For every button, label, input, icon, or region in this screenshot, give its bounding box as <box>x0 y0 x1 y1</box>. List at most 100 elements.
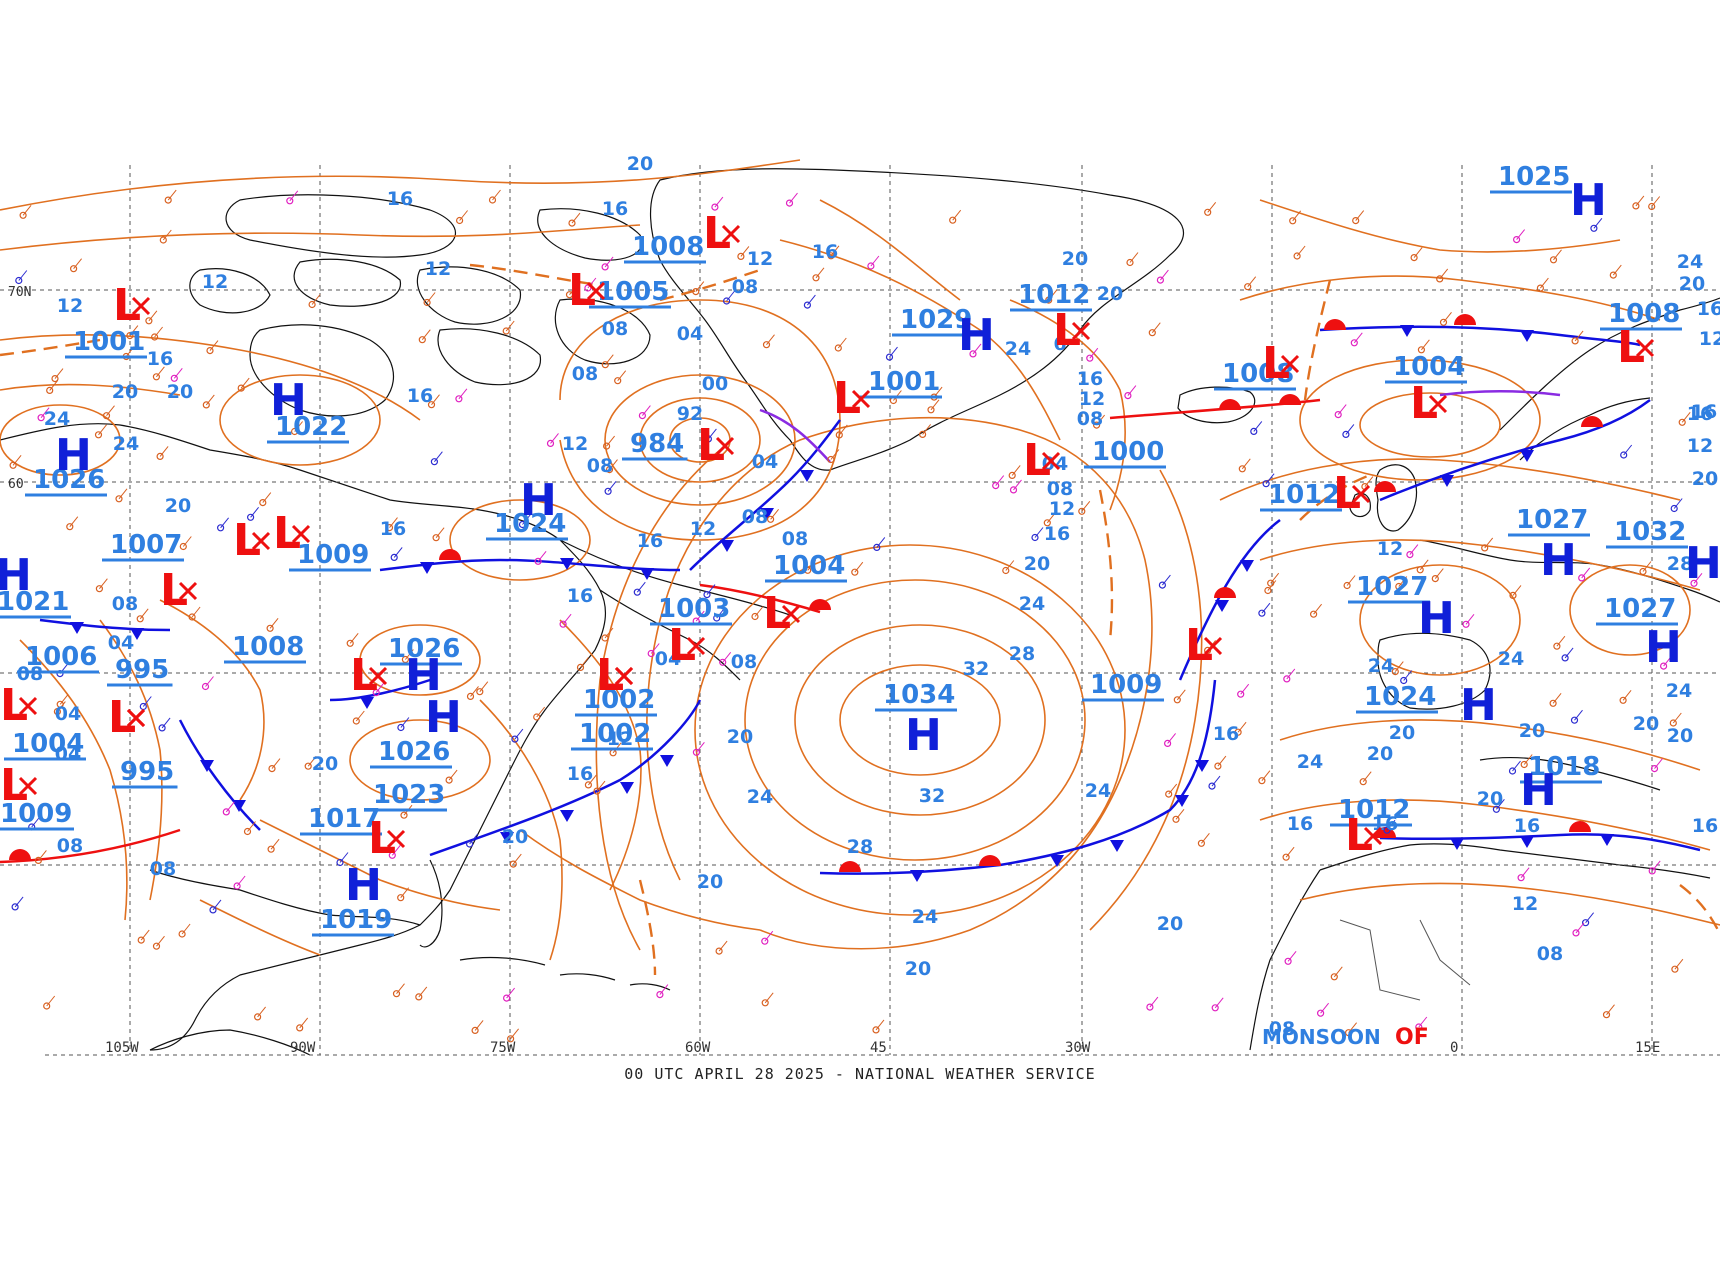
station-wind-barb <box>815 267 825 279</box>
station-circle <box>1517 874 1525 882</box>
isobar-value-label: 08 <box>1077 408 1103 430</box>
station-wind-barb <box>838 424 848 436</box>
station-wind-barb <box>642 405 651 416</box>
station-circle <box>291 427 299 436</box>
isobar-value-label: 08 <box>112 593 138 615</box>
cold-front-barb <box>560 558 574 570</box>
station-circle <box>19 211 27 219</box>
station-circle <box>766 515 775 523</box>
station-circle <box>969 350 977 358</box>
isobar-value-label: 20 <box>1157 913 1183 935</box>
station-wind-barb <box>205 394 215 406</box>
station-circle <box>466 692 475 701</box>
isobars <box>0 159 1720 961</box>
isobar-value-label: 12 <box>690 518 716 540</box>
isobar-value-label: 28 <box>1009 643 1035 665</box>
low-symbol: L <box>160 565 188 616</box>
station-wind-barb <box>1672 712 1682 724</box>
station-wind-barb <box>240 377 250 389</box>
station-circle <box>1237 690 1245 698</box>
station-circle <box>1520 760 1528 769</box>
station-circle <box>385 523 394 532</box>
station-circle <box>1344 1029 1353 1037</box>
station-wind-barb <box>870 255 880 267</box>
station-circle <box>266 624 274 632</box>
station-wind-barb <box>1434 568 1444 579</box>
lon-label: 60W <box>685 1040 711 1056</box>
station-circle <box>1439 318 1448 326</box>
cold-front <box>689 419 841 571</box>
station-wind-barb <box>220 517 229 529</box>
station-wind-barb <box>766 334 775 346</box>
station-wind-barb <box>1270 572 1280 584</box>
high-symbol: H <box>1520 765 1557 816</box>
station-circle <box>1648 867 1656 875</box>
isobar-value-label: 16 <box>637 530 663 552</box>
high-pressure-center: 1025 H <box>1490 162 1607 226</box>
high-symbol: H <box>958 310 995 361</box>
cold-front-barb <box>1175 795 1189 807</box>
station-circle <box>15 276 23 285</box>
cold-front-barb <box>1520 450 1534 462</box>
lon-label: 0 <box>1450 1040 1458 1056</box>
isobar-value-label: 20 <box>1692 468 1718 490</box>
station-wind-barb <box>1635 195 1645 207</box>
station-wind-barb <box>1564 647 1574 659</box>
high-symbol: H <box>1685 538 1720 589</box>
station-wind-barb <box>1046 512 1056 524</box>
isobar-value-label: 20 <box>905 958 931 980</box>
isobar-value-label: 24 <box>1085 780 1111 802</box>
central-pressure-label: 1012 <box>1018 280 1090 310</box>
station-wind-barb <box>1409 544 1419 555</box>
low-center-mark <box>1363 826 1383 846</box>
station-wind-barb <box>225 801 235 813</box>
central-pressure-label: 1027 <box>1604 594 1676 624</box>
station-circle <box>37 414 45 422</box>
isobar-value-label: 20 <box>1679 273 1705 295</box>
station-wind-barb <box>469 833 478 845</box>
station-wind-barb <box>431 394 440 406</box>
cold-front-barb <box>1520 330 1534 342</box>
station-circle <box>1690 579 1698 587</box>
low-center-mark <box>721 224 741 244</box>
warm-front-bump <box>839 861 861 872</box>
isobar-value-label: 00 <box>702 373 728 395</box>
station-wind-barb <box>1421 339 1430 351</box>
station-circle <box>1508 767 1517 775</box>
station-wind-barb <box>1096 414 1105 426</box>
isobar-value-label: 12 <box>57 295 83 317</box>
low-center-mark <box>368 666 388 686</box>
station-wind-barb <box>1011 465 1021 476</box>
station-circle <box>1619 696 1627 704</box>
station-circle <box>1400 676 1408 685</box>
station-wind-barb <box>209 340 219 351</box>
isobar-value-label: 20 <box>727 726 753 748</box>
high-symbol: H <box>1460 680 1497 731</box>
warm-front-bump <box>809 599 831 610</box>
station-wind-barb <box>604 354 614 366</box>
station-circle <box>1204 208 1212 216</box>
station-wind-barb <box>580 657 589 668</box>
warm-front-bump <box>1454 314 1476 325</box>
isobar-value-label: 92 <box>677 403 703 425</box>
isobar-value-label: 16 <box>567 585 593 607</box>
station-circle <box>1258 777 1266 785</box>
station-circle <box>834 344 842 352</box>
station-circle <box>1045 296 1053 304</box>
station-circle <box>126 332 134 340</box>
high-symbol: H <box>345 860 382 911</box>
lon-label: 15E <box>1635 1040 1660 1056</box>
station-circle <box>1002 566 1010 575</box>
isobar-value-label: 20 <box>1097 283 1123 305</box>
station-wind-barb <box>588 774 597 786</box>
station-circle <box>1570 716 1579 724</box>
station-wind-barb <box>1512 760 1521 772</box>
high-pressure-center: 1023 H <box>345 780 447 911</box>
low-symbol: L <box>668 620 696 671</box>
isobar-value-label: 04 <box>108 632 134 654</box>
station-circle <box>1648 202 1656 211</box>
low-center-mark <box>126 708 146 728</box>
station-wind-barb <box>609 459 618 470</box>
